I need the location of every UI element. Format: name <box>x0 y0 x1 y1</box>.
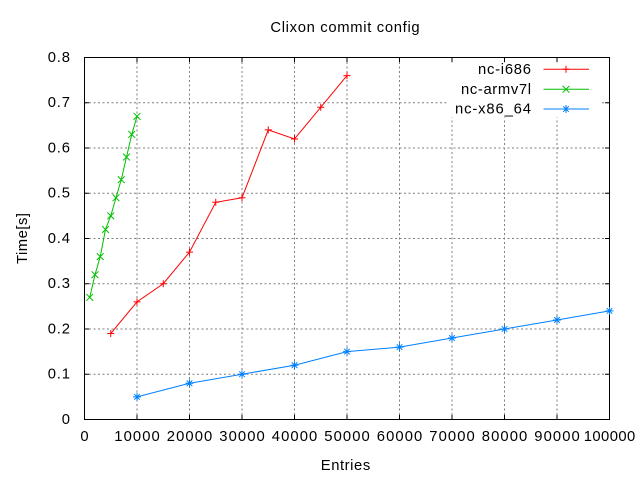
svg-text:60000: 60000 <box>377 429 423 445</box>
svg-text:90000: 90000 <box>534 429 580 445</box>
svg-text:0.3: 0.3 <box>48 276 70 292</box>
svg-text:nc-armv7l: nc-armv7l <box>461 82 531 98</box>
svg-text:40000: 40000 <box>272 429 318 445</box>
svg-text:0.6: 0.6 <box>48 140 70 156</box>
svg-text:80000: 80000 <box>482 429 528 445</box>
svg-text:0.8: 0.8 <box>48 50 70 66</box>
svg-text:Clixon commit config: Clixon commit config <box>270 20 419 36</box>
svg-text:nc-x86_64: nc-x86_64 <box>455 102 531 118</box>
svg-text:nc-i686: nc-i686 <box>478 62 531 78</box>
svg-text:20000: 20000 <box>167 429 213 445</box>
svg-text:70000: 70000 <box>429 429 475 445</box>
svg-text:30000: 30000 <box>219 429 265 445</box>
svg-text:50000: 50000 <box>324 429 370 445</box>
svg-text:0.7: 0.7 <box>48 95 70 111</box>
svg-text:0.1: 0.1 <box>48 367 70 383</box>
svg-text:10000: 10000 <box>114 429 160 445</box>
svg-text:100000: 100000 <box>584 429 636 445</box>
svg-text:0.4: 0.4 <box>48 231 70 247</box>
svg-text:0: 0 <box>80 429 88 445</box>
svg-text:0.5: 0.5 <box>48 186 70 202</box>
svg-text:0: 0 <box>62 412 70 428</box>
svg-text:0.2: 0.2 <box>48 321 70 337</box>
svg-text:Entries: Entries <box>321 458 371 474</box>
svg-text:Time[s]: Time[s] <box>15 213 31 264</box>
